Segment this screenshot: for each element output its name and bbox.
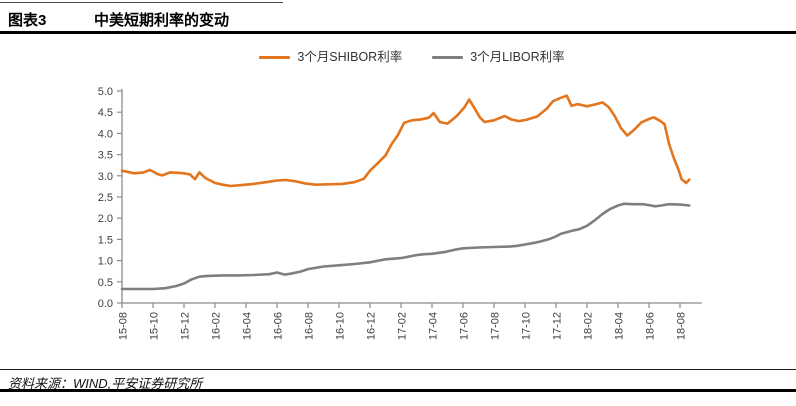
x-tick-label: 16-06 [273,312,285,340]
x-tick-label: 18-02 [583,312,595,340]
x-tick-label: 15-08 [118,312,130,340]
figure-title: 中美短期利率的变动 [94,12,230,29]
header-divider [0,31,796,34]
libor-line [120,202,691,291]
y-tick-label: 4.0 [98,128,113,140]
x-tick-label: 16-08 [304,312,316,340]
x-tick-label: 18-06 [645,312,657,340]
x-tick-label: 18-04 [614,312,626,340]
x-tick-label: 18-08 [676,312,688,340]
y-tick-label: 5.0 [98,86,113,98]
x-tick-label: 16-10 [335,312,347,340]
x-tick-label: 16-04 [242,312,254,340]
line-chart: 0.0 0.5 1.0 1.5 2.0 2.5 3.0 3.5 4.0 4.5 5.0 15-08 15… [98,86,702,340]
legend-label-shibor: 3个月SHIBOR利率 [297,49,403,64]
x-tick-label: 17-08 [490,312,502,340]
x-tick-label: 16-12 [366,312,378,340]
y-tick-label: 0.5 [98,277,113,289]
x-tick-label: 17-12 [552,312,564,340]
footer-divider-thick [0,389,796,392]
figure-header: 图表3 中美短期利率的变动 [0,6,796,32]
source-note: 资料来源：WIND,平安证券研究所 [8,376,203,391]
legend-item-shibor: 3个月SHIBOR利率 [259,51,402,64]
y-tick-label: 4.5 [98,107,113,119]
x-tick-label: 17-02 [397,312,409,340]
y-tick-label: 3.5 [98,150,113,162]
y-tick-label: 1.5 [98,234,113,246]
x-tick-label: 17-04 [428,312,440,340]
top-partial-rule [0,2,283,3]
shibor-line-swatch [259,55,291,59]
y-tick-label: 2.5 [98,192,113,204]
x-tick-label: 17-06 [459,312,471,340]
x-tick-label: 16-02 [211,312,223,340]
y-tick-label: 3.0 [98,171,113,183]
legend-item-libor: 3个月LIBOR利率 [432,49,565,64]
x-tick-label: 15-12 [180,312,192,340]
chart-legend: 3个月SHIBOR利率 3个月LIBOR利率 [122,48,702,66]
y-tick-label: 2.0 [98,213,113,225]
shibor-line [120,94,691,188]
y-tick-label: 0.0 [98,298,113,310]
libor-line-swatch [432,55,464,59]
footer-divider-thin [0,369,796,370]
x-tick-label: 17-10 [521,312,533,340]
figure-number: 图表3 [8,12,47,29]
y-tick-label: 1.0 [98,256,113,268]
legend-label-libor: 3个月LIBOR利率 [470,49,565,64]
x-tick-label: 15-10 [149,312,161,340]
